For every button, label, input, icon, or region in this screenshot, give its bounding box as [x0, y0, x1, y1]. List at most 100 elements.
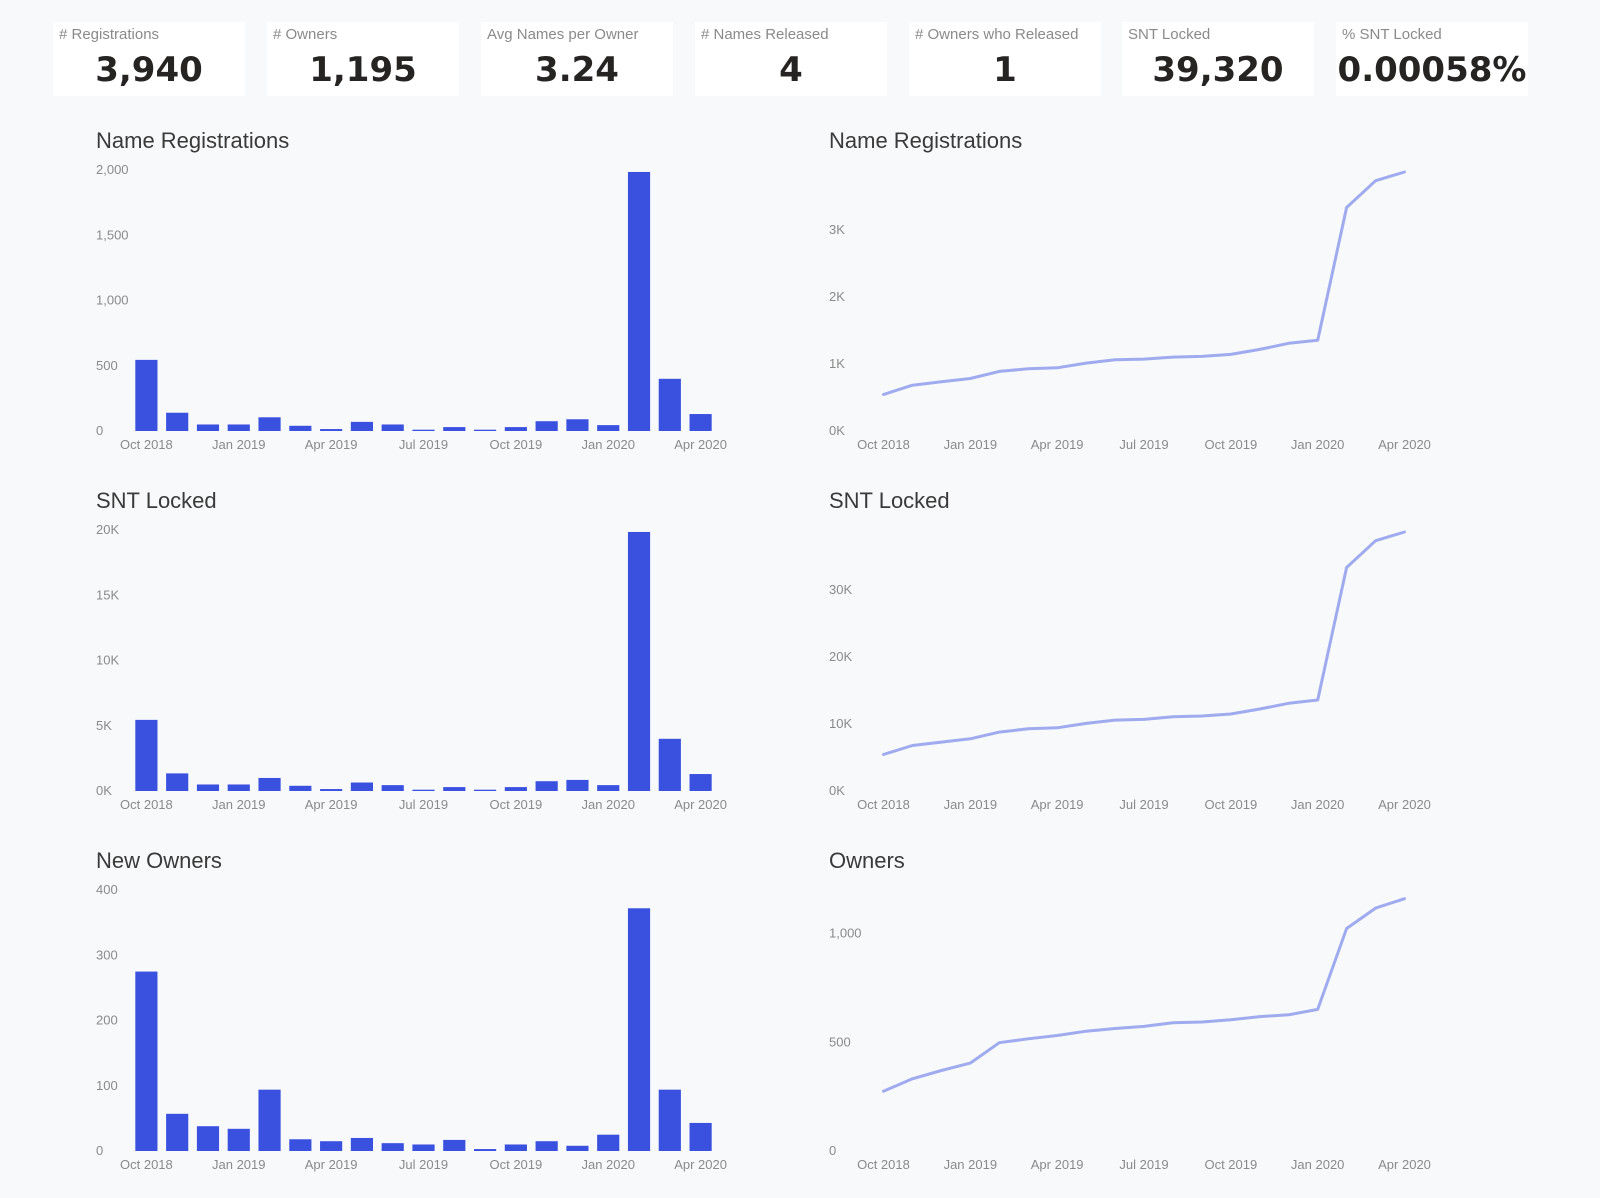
bar[interactable]: [320, 1141, 343, 1151]
kpi-card-registrations[interactable]: # Registrations 3,940: [53, 22, 245, 96]
bar[interactable]: [412, 1144, 435, 1151]
bar[interactable]: [381, 1143, 404, 1151]
bar[interactable]: [473, 429, 497, 431]
series-line[interactable]: [882, 897, 1406, 1093]
bar[interactable]: [227, 1128, 250, 1151]
y-tick-label: 300: [96, 947, 118, 962]
kpi-label: # Registrations: [59, 26, 160, 43]
bar[interactable]: [258, 417, 281, 431]
kpi-card-avg-names[interactable]: Avg Names per Owner 3.24: [481, 22, 673, 96]
bar[interactable]: [166, 412, 189, 431]
bar[interactable]: [597, 1134, 620, 1151]
bar[interactable]: [227, 424, 250, 431]
y-tick-label: 10K: [96, 653, 119, 668]
bar[interactable]: [289, 1139, 312, 1151]
bar[interactable]: [381, 424, 404, 431]
bar[interactable]: [135, 719, 158, 791]
bar[interactable]: [566, 419, 589, 431]
y-tick-label: 0K: [829, 783, 845, 798]
bar[interactable]: [689, 1122, 712, 1151]
kpi-card-snt-locked[interactable]: SNT Locked 39,320: [1122, 22, 1314, 96]
x-tick-label: Oct 2018: [120, 437, 173, 452]
bar[interactable]: [473, 1149, 497, 1151]
kpi-value: 39,320: [1152, 50, 1284, 90]
bar[interactable]: [166, 1113, 189, 1151]
x-tick-label: Oct 2018: [857, 1157, 910, 1172]
bar[interactable]: [443, 427, 466, 431]
chart-snt-locked-line[interactable]: SNT Locked 0K 10K 20K 30K Oct 2018 Jan 2019 Ap…: [829, 488, 1529, 828]
kpi-value: 0.00058%: [1337, 50, 1527, 90]
kpi-card-owners[interactable]: # Owners 1,195: [267, 22, 459, 96]
bar[interactable]: [166, 773, 189, 791]
bar[interactable]: [689, 414, 712, 431]
bar[interactable]: [658, 738, 681, 791]
bar[interactable]: [627, 908, 651, 1151]
bar[interactable]: [227, 784, 250, 791]
bar[interactable]: [597, 425, 620, 431]
kpi-row: # Registrations 3,940 # Owners 1,195 Avg…: [0, 0, 1600, 100]
bar[interactable]: [135, 359, 158, 431]
x-tick-label: Jan 2019: [212, 1157, 266, 1172]
bar[interactable]: [258, 777, 281, 791]
chart-svg: 0 500 1,000 1,500 2,000 Oct 2018 Jan 2019 Apr 2…: [96, 162, 727, 452]
x-tick-label: Jan 2020: [1291, 437, 1345, 452]
series-line[interactable]: [882, 170, 1406, 396]
x-tick-label: Oct 2018: [857, 797, 910, 812]
bar[interactable]: [196, 1126, 220, 1151]
x-tick-label: Jan 2020: [581, 1157, 635, 1172]
bar[interactable]: [504, 427, 527, 431]
bar[interactable]: [535, 781, 558, 791]
bar[interactable]: [658, 1089, 681, 1151]
x-tick-label: Oct 2019: [1204, 797, 1257, 812]
bar[interactable]: [350, 421, 374, 431]
bar[interactable]: [504, 787, 527, 791]
bar[interactable]: [258, 1089, 281, 1151]
kpi-card-names-released[interactable]: # Names Released 4: [695, 22, 887, 96]
bar[interactable]: [320, 429, 343, 431]
bar[interactable]: [473, 789, 497, 791]
chart-snt-locked-bar[interactable]: SNT Locked 0K 5K 10K 15K 20K Oct 2018 Jan 2019…: [96, 488, 796, 828]
bar[interactable]: [196, 784, 220, 791]
bar[interactable]: [597, 785, 620, 791]
bar[interactable]: [504, 1144, 527, 1151]
bar[interactable]: [627, 531, 651, 791]
bar[interactable]: [135, 971, 158, 1151]
chart-owners-line[interactable]: Owners 0 500 1,000 Oct 2018 Jan 2019 Apr 2019…: [829, 848, 1529, 1188]
bar[interactable]: [566, 1145, 589, 1151]
kpi-label: % SNT Locked: [1342, 26, 1442, 43]
kpi-card-owners-released[interactable]: # Owners who Released 1: [909, 22, 1101, 96]
bar[interactable]: [381, 785, 404, 791]
x-tick-label: Jul 2019: [1119, 797, 1168, 812]
bar[interactable]: [350, 782, 374, 791]
x-tick-label: Jan 2019: [212, 437, 266, 452]
x-tick-label: Jan 2019: [944, 1157, 998, 1172]
chart-svg: 0 500 1,000 Oct 2018 Jan 2019 Apr 2019 Jul 201…: [829, 897, 1431, 1172]
kpi-card-pct-snt-locked[interactable]: % SNT Locked 0.00058%: [1336, 22, 1528, 96]
bar[interactable]: [535, 1141, 558, 1151]
bar[interactable]: [535, 421, 558, 431]
y-tick-label: 10K: [829, 716, 852, 731]
bar[interactable]: [320, 789, 343, 791]
x-tick-label: Oct 2019: [489, 437, 542, 452]
bar[interactable]: [289, 785, 312, 791]
bar[interactable]: [412, 789, 435, 791]
bar[interactable]: [566, 779, 589, 791]
chart-title: Name Registrations: [829, 128, 1023, 153]
chart-name-registrations-line[interactable]: Name Registrations 0K 1K 2K 3K Oct 2018 Jan 2…: [829, 128, 1529, 468]
bar[interactable]: [443, 1139, 466, 1151]
bar[interactable]: [689, 774, 712, 791]
chart-title: Owners: [829, 848, 905, 873]
chart-new-owners-bar[interactable]: New Owners 0 100 200 300 400 Oct 2018 Jan 2019…: [96, 848, 796, 1188]
bar[interactable]: [196, 424, 220, 431]
bar[interactable]: [412, 429, 435, 431]
x-tick-label: Apr 2020: [1378, 1157, 1431, 1172]
bar[interactable]: [350, 1137, 374, 1151]
bar[interactable]: [289, 425, 312, 431]
series-line[interactable]: [882, 530, 1406, 756]
x-tick-label: Jan 2019: [944, 437, 998, 452]
bar[interactable]: [627, 171, 651, 431]
chart-name-registrations-bar[interactable]: Name Registrations 0 500 1,000 1,500 2,000 Oc…: [96, 128, 796, 468]
bar[interactable]: [658, 378, 681, 431]
bar[interactable]: [443, 787, 466, 791]
x-tick-label: Jan 2019: [212, 797, 266, 812]
